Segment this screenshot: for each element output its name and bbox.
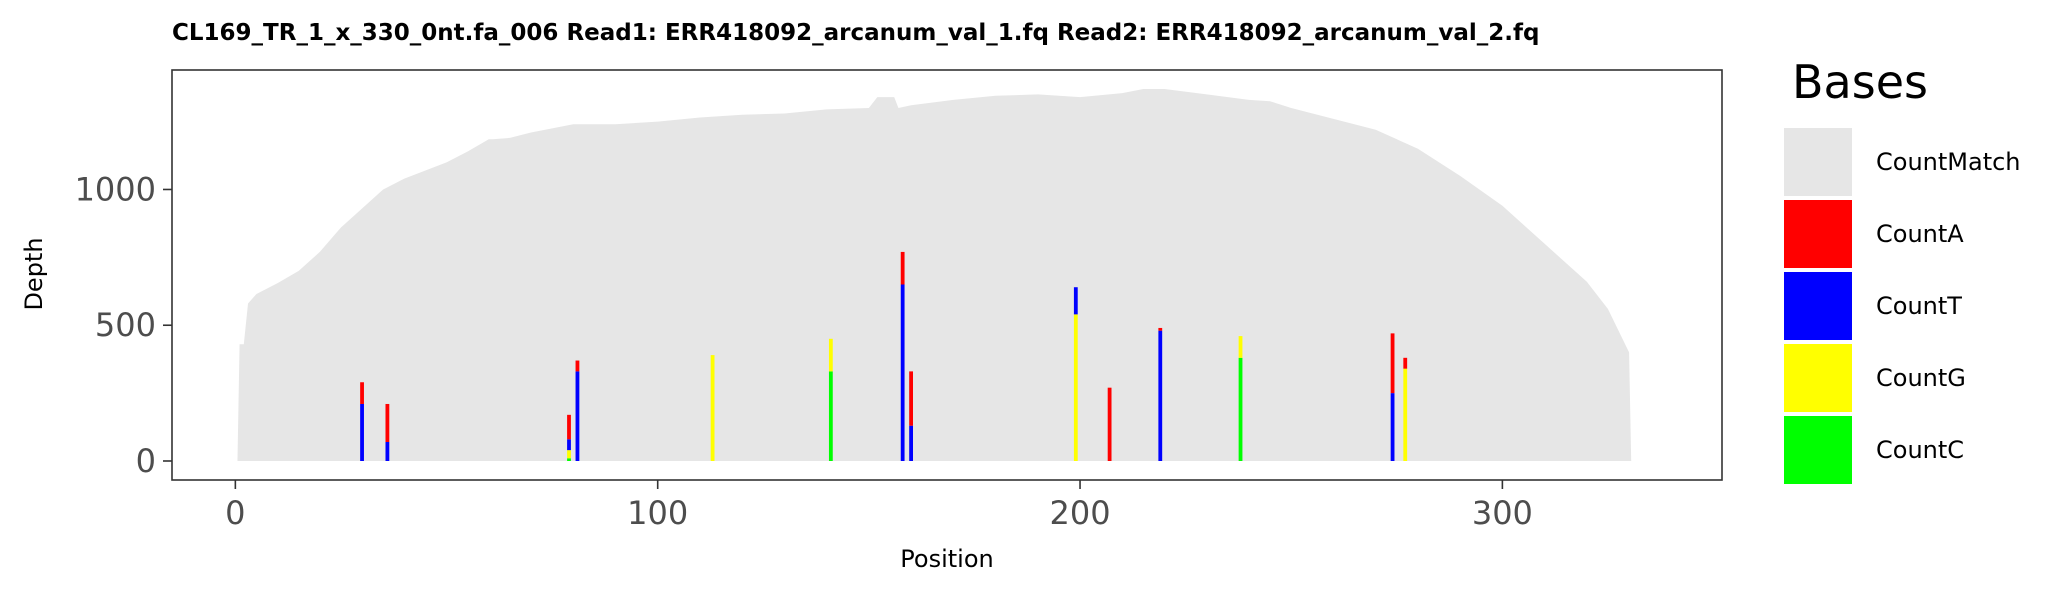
bar-countt-30 (360, 403, 364, 461)
y-tick-label: 1000 (75, 170, 156, 208)
match-depth-area (237, 89, 1632, 461)
y-axis-label: Depth (20, 237, 48, 310)
legend-label-countt: CountT (1876, 292, 1962, 320)
bar-counta-158 (900, 251, 905, 285)
bar-counta-274 (1390, 333, 1395, 394)
x-tick-label: 300 (1472, 494, 1533, 532)
legend-label-counta: CountA (1876, 220, 1964, 248)
plot-panel-border (171, 69, 1723, 481)
y-axis: 0 500 1000 (75, 170, 172, 480)
bar-counta-160 (909, 371, 914, 426)
legend-items: CountMatch CountA CountT CountG CountC (1784, 128, 2021, 484)
legend-swatch-countt (1784, 272, 1852, 340)
x-tick-label: 0 (225, 494, 245, 532)
x-axis: 0 100 200 300 (225, 480, 1533, 532)
legend-title: Bases (1792, 55, 1928, 109)
countmatch-area (237, 89, 1632, 461)
x-axis-label: Position (900, 545, 993, 573)
bar-countt-36 (385, 441, 390, 461)
bar-countt-219 (1158, 330, 1163, 461)
legend-label-countc: CountC (1876, 436, 1964, 464)
legend-swatch-countg (1784, 344, 1852, 412)
y-tick-label: 500 (95, 306, 156, 344)
bar-countg-141 (828, 338, 833, 372)
bar-counta-277 (1403, 357, 1408, 369)
bar-counta-36 (385, 403, 390, 442)
bar-countt-79 (567, 439, 571, 451)
bar-countt-81 (575, 371, 580, 461)
bar-countt-199 (1073, 287, 1078, 315)
bar-countt-274 (1390, 393, 1395, 461)
bar-countg-199 (1073, 314, 1078, 461)
bar-counta-81 (575, 360, 580, 372)
legend-label-countmatch: CountMatch (1876, 148, 2021, 176)
x-tick-label: 200 (1049, 494, 1110, 532)
bar-countc-141 (828, 371, 833, 461)
legend-swatch-countc (1784, 416, 1852, 484)
bar-countt-158 (900, 284, 905, 461)
bar-countg-113 (710, 355, 715, 461)
bar-counta-219 (1158, 327, 1163, 331)
chart-title: CL169_TR_1_x_330_0nt.fa_006 Read1: ERR41… (172, 20, 1539, 46)
mismatch-bars (360, 251, 1408, 461)
y-tick-label: 0 (136, 442, 156, 480)
bar-countg-79 (567, 450, 571, 459)
legend-swatch-counta (1784, 200, 1852, 268)
bar-countg-238 (1238, 336, 1243, 358)
legend-label-countg: CountG (1876, 364, 1966, 392)
bar-counta-30 (360, 382, 364, 404)
plot-area (171, 69, 1723, 481)
bar-counta-79 (567, 414, 571, 440)
bar-countt-160 (909, 425, 914, 461)
bar-countc-79 (567, 458, 571, 461)
x-tick-label: 100 (627, 494, 688, 532)
legend-swatch-countmatch (1784, 128, 1852, 196)
legend: Bases CountMatch CountA CountT CountG CountC (1784, 55, 2021, 484)
bar-countc-238 (1238, 357, 1243, 461)
bar-countg-277 (1403, 368, 1408, 461)
bar-counta-207 (1107, 387, 1112, 461)
